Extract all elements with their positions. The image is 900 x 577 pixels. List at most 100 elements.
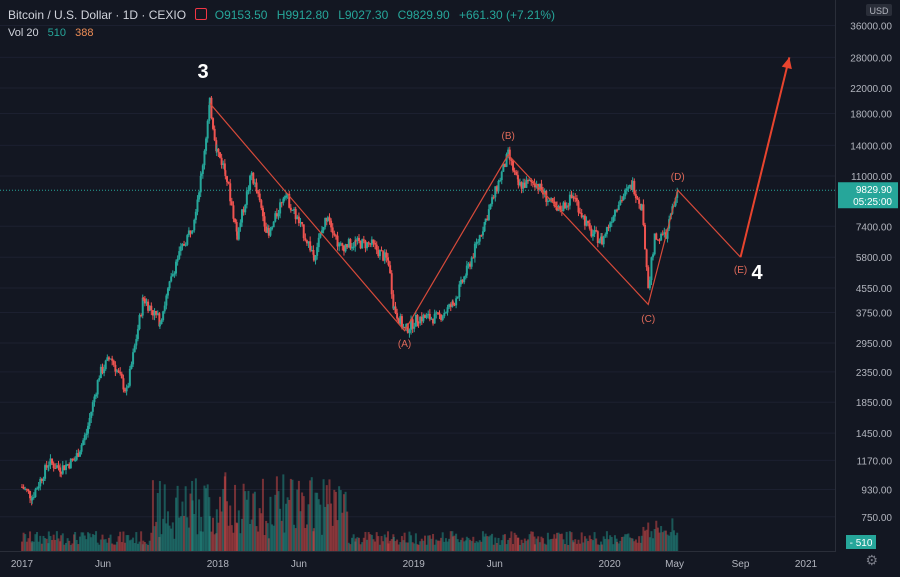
volume-bar	[554, 538, 557, 551]
candle-body	[42, 478, 45, 482]
volume-label[interactable]: Vol 20	[8, 27, 39, 39]
volume-bar	[120, 542, 123, 551]
volume-bar	[403, 532, 406, 551]
volume-bar	[163, 484, 166, 551]
volume-bar	[310, 477, 313, 551]
candle-body	[37, 486, 40, 489]
volume-bar	[424, 535, 427, 551]
candle-body	[200, 173, 203, 176]
candle-body	[497, 181, 500, 192]
candle-body	[249, 175, 252, 190]
volume-bar	[277, 491, 280, 551]
candle-body	[464, 275, 467, 277]
candle-body	[397, 318, 400, 324]
candle-body	[176, 258, 179, 262]
volume-bar	[622, 536, 625, 551]
wave-label: (C)	[641, 314, 655, 325]
price-axis[interactable]	[835, 0, 900, 552]
volume-bar	[619, 540, 622, 551]
volume-bar	[366, 539, 369, 551]
candle-body	[436, 312, 439, 314]
candle-body	[503, 163, 506, 167]
candle-body	[575, 198, 578, 202]
candle-body	[638, 199, 641, 204]
volume-bar	[564, 544, 567, 551]
volume-bar	[507, 539, 510, 551]
candle-body	[168, 281, 171, 289]
candle-body	[413, 326, 416, 329]
volume-bar	[111, 543, 114, 551]
candle-body	[206, 120, 209, 139]
candle-body	[61, 465, 64, 474]
candle-body	[583, 215, 586, 226]
candle-body	[32, 497, 35, 499]
wave-label: 4	[751, 262, 763, 284]
volume-bar	[497, 537, 500, 551]
volume-bar	[642, 526, 645, 551]
candle-body	[577, 201, 580, 213]
candle-body	[112, 360, 115, 365]
volume-bar	[36, 532, 39, 551]
volume-bar	[375, 532, 378, 551]
volume-bar	[352, 534, 355, 551]
candle-body	[277, 213, 280, 217]
candle-body	[491, 197, 494, 205]
volume-bar	[494, 537, 497, 551]
volume-bar	[224, 472, 227, 551]
candle-body	[444, 312, 447, 314]
volume-bar	[559, 534, 562, 551]
volume-bar	[42, 535, 45, 551]
volume-bar	[299, 511, 302, 551]
candle-body	[66, 464, 69, 466]
volume-bar	[328, 479, 331, 551]
volume-bar	[436, 540, 439, 551]
volume-bar	[419, 541, 422, 551]
volume-bar	[347, 542, 350, 551]
volume-bar	[610, 536, 613, 551]
volume-bar	[175, 497, 178, 551]
candle-body	[528, 179, 531, 181]
volume-bar	[162, 518, 165, 551]
candle-body	[288, 193, 291, 208]
candle-body	[579, 212, 582, 214]
time-axis[interactable]	[0, 551, 836, 572]
volume-bar	[389, 540, 392, 551]
volume-bar	[47, 531, 50, 551]
volume-bar	[128, 540, 131, 551]
candle-body	[362, 239, 365, 241]
volume-bar	[95, 531, 98, 551]
candle-body	[47, 466, 50, 468]
candle-body	[205, 138, 208, 151]
volume-bar	[168, 525, 171, 551]
volume-bar	[47, 543, 50, 551]
candle-body	[446, 307, 449, 313]
candle-body	[533, 182, 536, 186]
volume-bar	[510, 531, 513, 551]
candle-body	[435, 312, 438, 314]
candle-body	[347, 239, 350, 248]
symbol-flag-icon[interactable]	[195, 8, 208, 20]
volume-bar	[239, 533, 242, 551]
volume-bar	[351, 537, 354, 551]
candle-body	[326, 217, 329, 222]
settings-gear-icon[interactable]: ⚙	[865, 552, 878, 568]
candle-body	[220, 157, 223, 165]
candle-body	[655, 233, 658, 240]
volume-bar	[91, 534, 94, 551]
volume-bar	[271, 524, 274, 551]
candle-body	[34, 489, 37, 498]
volume-bar	[24, 534, 27, 551]
volume-bar	[550, 539, 553, 551]
symbol-title[interactable]: Bitcoin / U.S. Dollar · 1D · CEXIO	[8, 8, 187, 22]
candle-body	[151, 310, 154, 316]
candle-body	[364, 240, 367, 249]
candle-body	[443, 312, 446, 317]
candle-body	[147, 301, 150, 311]
volume-bar	[265, 520, 268, 551]
volume-bar	[142, 540, 145, 551]
volume-bar	[55, 531, 58, 551]
volume-bar	[631, 538, 634, 551]
candle-body	[127, 385, 130, 388]
